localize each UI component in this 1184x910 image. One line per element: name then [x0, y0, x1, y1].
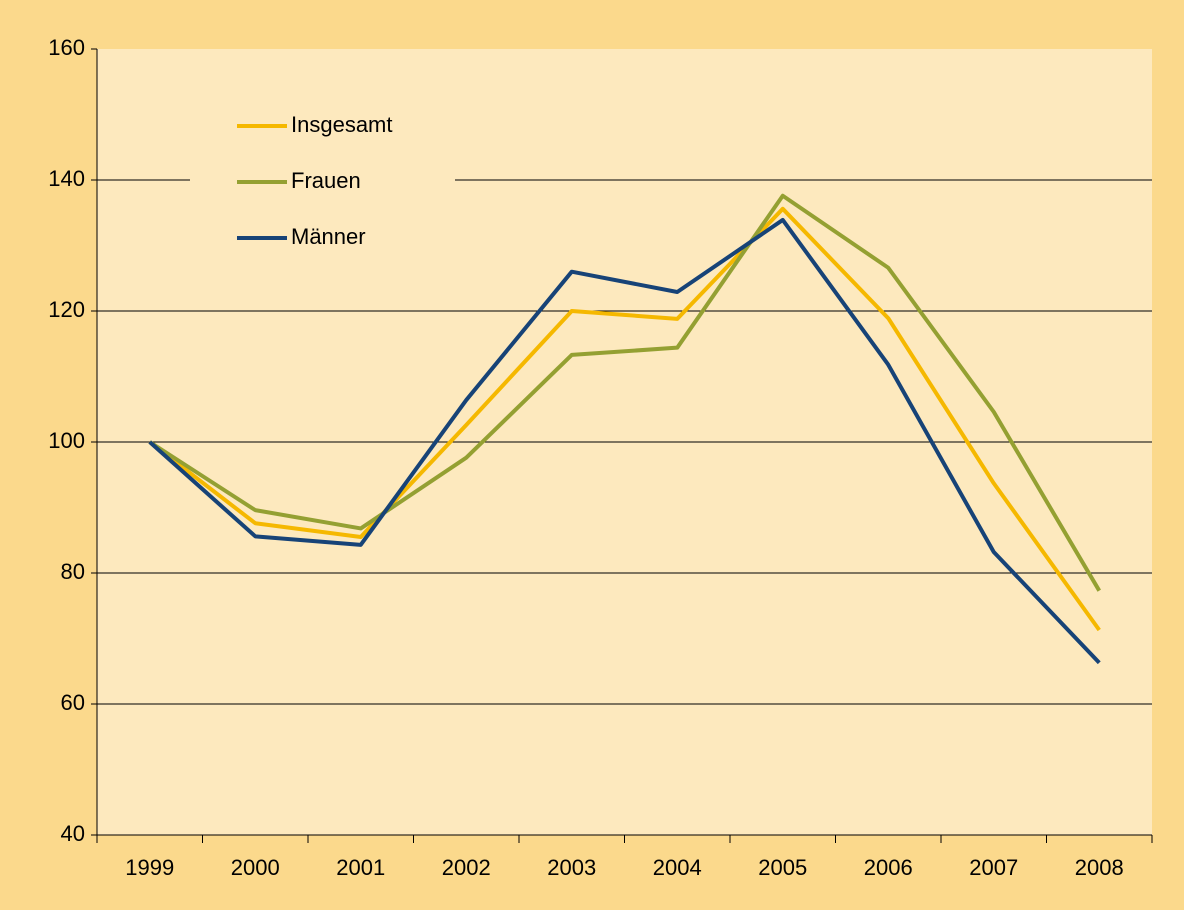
- x-tick-label: 2000: [231, 855, 280, 880]
- x-tick-label: 2001: [336, 855, 385, 880]
- y-tick-label: 120: [48, 297, 85, 322]
- legend-label: Frauen: [291, 168, 361, 193]
- y-tick-label: 100: [48, 428, 85, 453]
- x-tick-label: 2003: [547, 855, 596, 880]
- y-tick-label: 140: [48, 166, 85, 191]
- y-tick-label: 40: [61, 821, 85, 846]
- data-line: [148, 193, 1101, 592]
- x-tick-label: 2006: [864, 855, 913, 880]
- x-tick-label: 2002: [442, 855, 491, 880]
- x-tick-label: 2005: [758, 855, 807, 880]
- legend-label: Insgesamt: [291, 112, 393, 137]
- data-line: [148, 217, 1101, 665]
- data-line: [148, 206, 1101, 632]
- y-tick-label: 60: [61, 690, 85, 715]
- y-tick-label: 160: [48, 35, 85, 60]
- y-tick-label: 80: [61, 559, 85, 584]
- x-tick-label: 2007: [969, 855, 1018, 880]
- legend-background: [190, 86, 455, 266]
- x-tick-label: 1999: [125, 855, 174, 880]
- legend-label: Männer: [291, 224, 366, 249]
- x-tick-label: 2008: [1075, 855, 1124, 880]
- x-tick-label: 2004: [653, 855, 702, 880]
